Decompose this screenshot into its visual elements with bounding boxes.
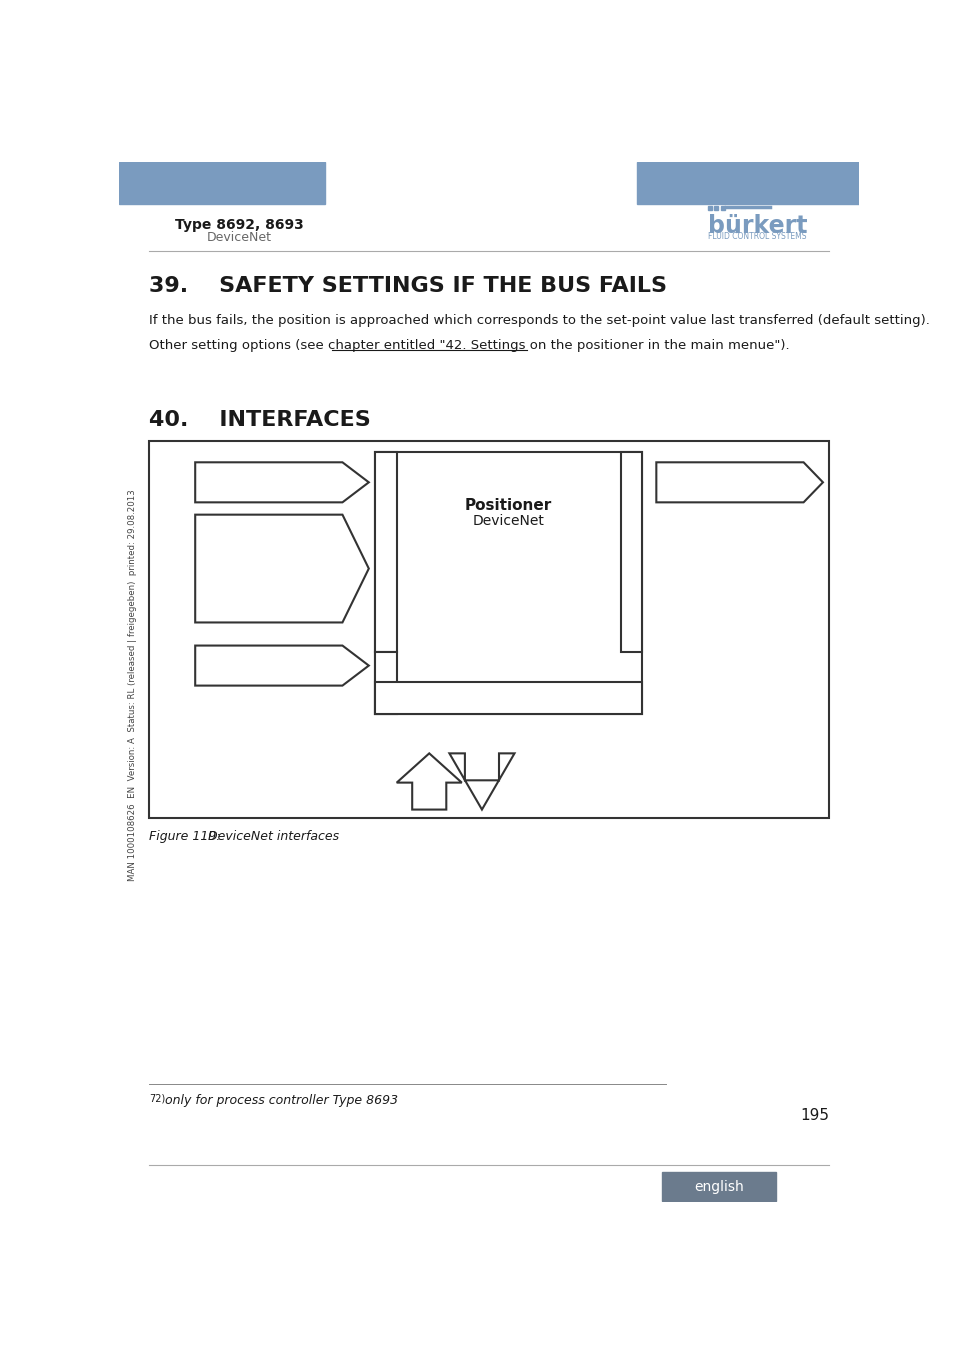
Bar — [661, 1172, 776, 1202]
Polygon shape — [656, 462, 822, 502]
Text: Inputs: Inputs — [379, 533, 392, 571]
Text: Operation: Operation — [475, 691, 541, 705]
Text: english: english — [694, 1180, 743, 1193]
Bar — [375, 682, 641, 714]
Text: Frequency: Frequency — [204, 568, 268, 582]
Text: Other setting options (see chapter entitled "42. Settings on the positioner in t: Other setting options (see chapter entit… — [149, 339, 788, 352]
Text: Bus: Bus — [666, 475, 692, 489]
Text: Outputs: Outputs — [624, 528, 638, 578]
Bar — [720, 207, 723, 209]
Bar — [637, 162, 858, 204]
Text: FLUID CONTROL SYSTEMS: FLUID CONTROL SYSTEMS — [707, 232, 806, 242]
Text: Positioner: Positioner — [464, 498, 552, 513]
Text: 24 V DC: 24 V DC — [206, 659, 262, 672]
Text: process actual value: process actual value — [204, 539, 333, 552]
Text: Power: Power — [379, 664, 392, 702]
Text: MAN 1000108626  EN  Version: A  Status: RL (released | freigegeben)  printed: 29: MAN 1000108626 EN Version: A Status: RL … — [128, 490, 137, 882]
Text: Type 8692, 8693: Type 8692, 8693 — [174, 219, 303, 232]
Text: DeviceNet interfaces: DeviceNet interfaces — [192, 830, 339, 844]
Text: 195: 195 — [800, 1107, 828, 1123]
Text: 40.    INTERFACES: 40. INTERFACES — [149, 410, 370, 429]
Text: 72): 72) — [282, 537, 296, 547]
Text: DeviceNet: DeviceNet — [473, 514, 544, 528]
Bar — [149, 440, 828, 818]
Text: 72): 72) — [149, 1094, 165, 1104]
Polygon shape — [195, 645, 369, 686]
Polygon shape — [195, 514, 369, 622]
Bar — [707, 207, 711, 209]
Polygon shape — [195, 462, 369, 502]
Bar — [714, 207, 718, 209]
Text: Inputs for: Inputs for — [204, 525, 263, 539]
Polygon shape — [396, 753, 461, 810]
Text: Pt 100: Pt 100 — [204, 582, 244, 595]
Text: If the bus fails, the position is approached which corresponds to the set-point : If the bus fails, the position is approa… — [149, 315, 928, 328]
Text: DeviceNet: DeviceNet — [207, 231, 272, 244]
Text: 4 – 20 mA: 4 – 20 mA — [204, 555, 266, 568]
Polygon shape — [449, 753, 514, 810]
Bar — [375, 452, 641, 714]
Bar — [119, 162, 324, 204]
Text: 39.    SAFETY SETTINGS IF THE BUS FAILS: 39. SAFETY SETTINGS IF THE BUS FAILS — [149, 275, 666, 296]
Text: bürkert: bürkert — [707, 215, 807, 239]
Text: Bus: Bus — [206, 475, 232, 489]
Text: only for process controller Type 8693: only for process controller Type 8693 — [161, 1094, 397, 1107]
Bar — [620, 452, 641, 652]
Bar — [375, 452, 396, 652]
Text: Figure 119:: Figure 119: — [149, 830, 220, 844]
Bar — [375, 652, 396, 714]
